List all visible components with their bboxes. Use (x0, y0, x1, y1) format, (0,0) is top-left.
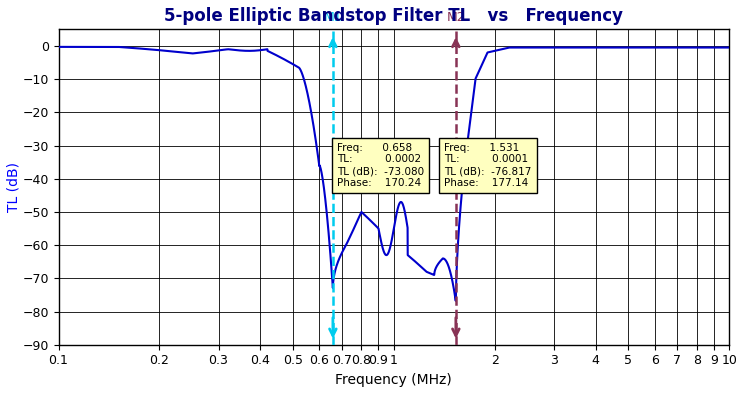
X-axis label: Frequency (MHz): Frequency (MHz) (336, 373, 452, 387)
Title: 5-pole Elliptic Bandstop Filter TL   vs   Frequency: 5-pole Elliptic Bandstop Filter TL vs Fr… (164, 7, 623, 25)
Text: Freq:      0.658
TL:          0.0002
TL (dB):  -73.080
Phase:    170.24: Freq: 0.658 TL: 0.0002 TL (dB): -73.080 … (337, 143, 424, 188)
Y-axis label: TL (dB): TL (dB) (7, 162, 21, 212)
Text: M2: M2 (446, 11, 465, 24)
Text: Freq:      1.531
TL:          0.0001
TL (dB):  -76.817
Phase:    177.14: Freq: 1.531 TL: 0.0001 TL (dB): -76.817 … (444, 143, 531, 188)
Text: M1: M1 (324, 11, 342, 24)
